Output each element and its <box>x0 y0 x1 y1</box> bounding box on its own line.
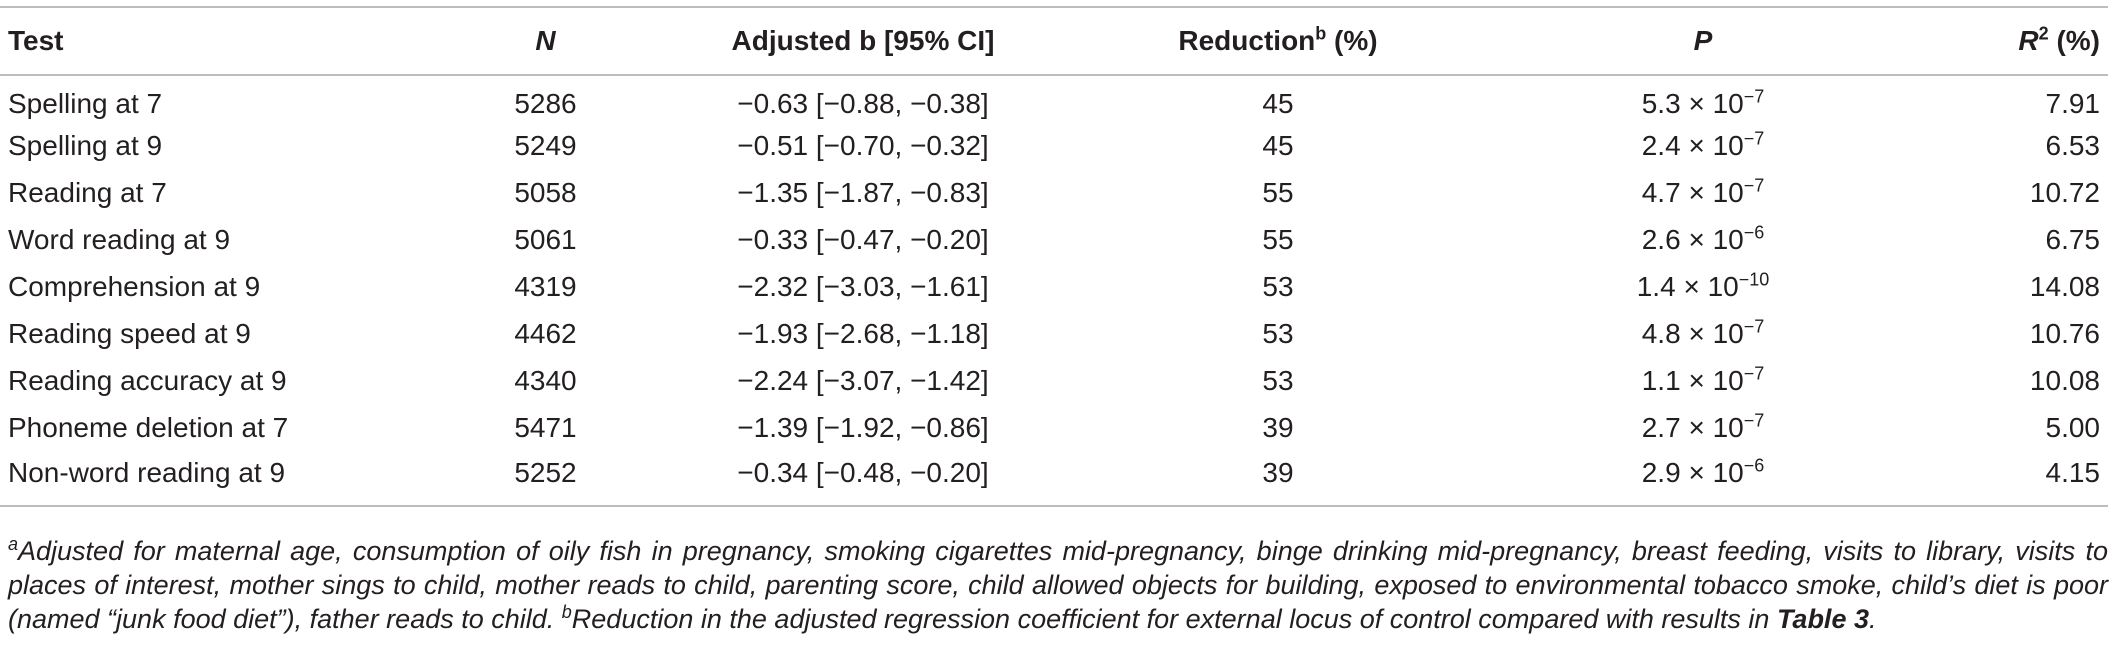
cell-test: Spelling at 7 <box>8 88 163 119</box>
cell-p: 2.9 × 10−6 <box>1483 451 1923 507</box>
cell-n: 5058 <box>514 176 577 208</box>
cell-adjusted-b: −1.39 [−1.92, −0.86] <box>737 411 989 443</box>
cell-r2: 7.91 <box>2045 88 2101 119</box>
cell-test: Word reading at 9 <box>8 223 231 255</box>
cell-reduction: 55 <box>1262 176 1294 208</box>
cell-r2: 4.15 <box>1923 451 2108 507</box>
table-row: Comprehension at 9 4319 −2.32 [−3.03, −1.6… <box>0 263 2108 310</box>
cell-n: 5252 <box>438 451 653 507</box>
table-row: Reading at 7 5058 −1.35 [−1.87, −0.83] 55 4.… <box>0 169 2108 216</box>
cell-n: 4319 <box>514 270 577 302</box>
header-r2: R2 (%) <box>1923 6 2108 76</box>
table-row: Reading speed at 9 4462 −1.93 [−2.68, −1.1… <box>0 310 2108 357</box>
cell-r2: 5.00 <box>2045 411 2101 443</box>
cell-p: 2.7 × 10−7 <box>1641 410 1765 443</box>
table-row: Phoneme deletion at 7 5471 −1.39 [−1.92, −… <box>0 404 2108 451</box>
cell-reduction: 53 <box>1262 317 1294 349</box>
cell-p: 4.8 × 10−7 <box>1641 316 1765 349</box>
cell-n: 5061 <box>514 223 577 255</box>
cell-reduction: 39 <box>1262 411 1294 443</box>
cell-p: 2.6 × 10−6 <box>1641 222 1765 255</box>
table-footnote: aAdjusted for maternal age, consumption … <box>8 534 2108 634</box>
cell-r2: 10.72 <box>2029 176 2100 208</box>
cell-adjusted-b: −0.63 [−0.88, −0.38] <box>737 88 989 119</box>
cell-n: 4462 <box>514 317 577 349</box>
cell-adjusted-b: −1.35 [−1.87, −0.83] <box>737 176 989 208</box>
header-p: P <box>1483 6 1923 76</box>
cell-test: Reading accuracy at 9 <box>8 364 287 396</box>
cell-adjusted-b: −0.51 [−0.70, −0.32] <box>737 129 989 161</box>
cell-n: 5286 <box>514 88 577 119</box>
cell-test: Spelling at 9 <box>8 129 163 161</box>
cell-r2: 6.75 <box>2045 223 2101 255</box>
cell-p: 2.4 × 10−7 <box>1641 128 1765 161</box>
cell-test: Phoneme deletion at 7 <box>8 411 289 443</box>
cell-p: 5.3 × 10−7 <box>1641 86 1765 119</box>
cell-p: 1.4 × 10−10 <box>1636 269 1770 302</box>
cell-test: Reading speed at 9 <box>8 317 251 349</box>
cell-reduction: 45 <box>1262 129 1294 161</box>
header-row: Test N Adjusted b [95% CI] Reductionb (%… <box>0 6 2108 76</box>
cell-r2: 10.76 <box>2029 317 2100 349</box>
table-body: Spelling at 7 5286 −0.63 [−0.88, −0.38] 45 5… <box>0 75 2108 507</box>
cell-r2: 10.08 <box>2029 364 2100 396</box>
header-n: N <box>438 6 653 76</box>
cell-test: Reading at 7 <box>8 176 167 208</box>
table-row: Spelling at 9 5249 −0.51 [−0.70, −0.32] 45 2… <box>0 122 2108 169</box>
table-row: Word reading at 9 5061 −0.33 [−0.47, −0.20… <box>0 216 2108 263</box>
cell-reduction: 45 <box>1262 88 1294 119</box>
table-row: Spelling at 7 5286 −0.63 [−0.88, −0.38] 45 5… <box>0 75 2108 122</box>
cell-n: 5471 <box>514 411 577 443</box>
cell-p: 1.1 × 10−7 <box>1641 363 1765 396</box>
header-test: Test <box>0 6 438 76</box>
header-adjusted-b: Adjusted b [95% CI] <box>653 6 1073 76</box>
cell-reduction: 53 <box>1262 364 1294 396</box>
cell-reduction: 53 <box>1262 270 1294 302</box>
header-reduction: Reductionb (%) <box>1073 6 1483 76</box>
cell-adjusted-b: −0.34 [−0.48, −0.20] <box>653 451 1073 507</box>
results-table: Test N Adjusted b [95% CI] Reductionb (%… <box>0 6 2108 507</box>
table-3-link[interactable]: Table 3 <box>1776 604 1869 634</box>
cell-n: 4340 <box>514 364 577 396</box>
cell-n: 5249 <box>514 129 577 161</box>
cell-r2: 14.08 <box>2029 270 2100 302</box>
cell-p: 4.7 × 10−7 <box>1641 175 1765 208</box>
cell-adjusted-b: −2.32 [−3.03, −1.61] <box>737 270 989 302</box>
cell-adjusted-b: −1.93 [−2.68, −1.18] <box>737 317 989 349</box>
cell-reduction: 39 <box>1073 451 1483 507</box>
cell-adjusted-b: −0.33 [−0.47, −0.20] <box>737 223 989 255</box>
table-row: Non-word reading at 9 5252 −0.34 [−0.48, −… <box>0 451 2108 507</box>
cell-reduction: 55 <box>1262 223 1294 255</box>
cell-test: Non-word reading at 9 <box>0 451 438 507</box>
cell-r2: 6.53 <box>2045 129 2101 161</box>
table-row: Reading accuracy at 9 4340 −2.24 [−3.07, −… <box>0 357 2108 404</box>
cell-adjusted-b: −2.24 [−3.07, −1.42] <box>737 364 989 396</box>
cell-test: Comprehension at 9 <box>8 270 261 302</box>
